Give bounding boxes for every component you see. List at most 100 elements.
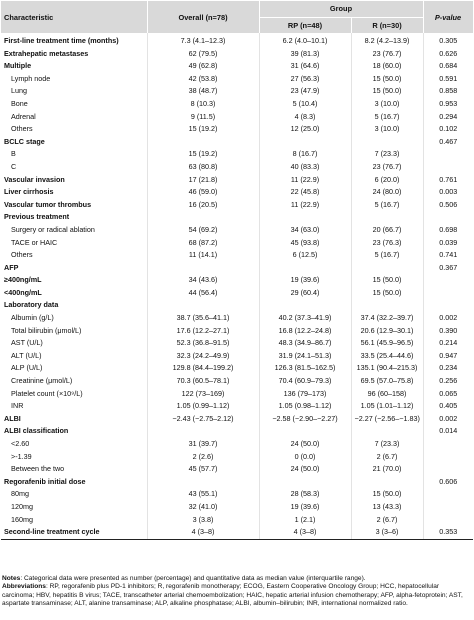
rp-cell: 5 (10.4)	[259, 97, 352, 111]
row-label: ALP (U/L)	[1, 362, 148, 376]
rp-cell: 136 (79–173)	[259, 387, 352, 401]
overall-cell: 42 (53.8)	[147, 72, 260, 86]
notes-text: : Categorical data were presented as num…	[20, 575, 366, 582]
r-cell: 1.05 (1.01–1.12)	[351, 400, 424, 413]
table-row: INR 1.05 (0.99–1.12) 1.05 (0.98–1.12) 1.05 …	[1, 400, 473, 413]
pvalue-cell: 0.626	[439, 48, 458, 58]
r-cell: 37.4 (32.2–39.7)	[351, 312, 424, 325]
r-cell: 96 (60–158)	[351, 387, 424, 401]
rp-cell: 1.05 (0.98–1.12)	[259, 400, 352, 413]
rp-cell: 22 (45.8)	[259, 186, 352, 199]
pvalue-cell	[423, 488, 473, 501]
r-cell: 15 (50.0)	[351, 274, 424, 287]
overall-cell: 34 (43.6)	[147, 274, 260, 287]
rp-cell: 40 (83.3)	[259, 160, 352, 174]
row-label: Second-line treatment cycle	[1, 526, 148, 540]
header-pvalue: P-value	[423, 1, 474, 33]
pvalue-cell: 0.294	[439, 111, 458, 121]
overall-cell: 68 (87.2)	[147, 236, 260, 250]
overall-cell	[147, 135, 260, 149]
r-cell: 5 (16.7)	[351, 198, 424, 212]
row-label: BCLC stage	[1, 135, 148, 149]
row-label: Laboratory data	[1, 299, 148, 313]
rp-cell: 11 (22.9)	[259, 173, 352, 187]
r-cell: 5 (16.7)	[351, 110, 424, 124]
pvalue-cell	[423, 438, 473, 451]
table-row: Extrahepatic metastases 62 (79.5) 39 (81.3…	[1, 47, 473, 61]
table-row: C 63 (80.8) 40 (83.3) 23 (76.7)	[1, 160, 473, 174]
table-row: Adrenal 9 (11.5) 4 (8.3) 5 (16.7) 0.294	[1, 110, 473, 124]
r-cell: 15 (50.0)	[351, 286, 424, 300]
pvalue-cell: 0.698	[439, 224, 458, 234]
r-cell: 15 (50.0)	[351, 488, 424, 501]
overall-cell: 62 (79.5)	[147, 47, 260, 61]
overall-cell: 4 (3–8)	[147, 526, 260, 540]
table-row: B 15 (19.2) 8 (16.7) 7 (23.3)	[1, 148, 473, 161]
table-row: TACE or HAIC 68 (87.2) 45 (93.8) 23 (76.3) 0…	[1, 236, 473, 250]
r-cell: 15 (50.0)	[351, 72, 424, 86]
rp-cell: 126.3 (81.5–162.5)	[259, 362, 352, 376]
pvalue-cell	[423, 287, 473, 300]
rp-cell: 29 (60.4)	[259, 286, 352, 300]
rp-cell: 1 (2.1)	[259, 513, 352, 527]
overall-cell: 43 (55.1)	[147, 488, 260, 501]
table-row: Platelet count (×10⁹/L) 122 (73–169) 136 (…	[1, 387, 473, 401]
table-row: AST (U/L) 52.3 (36.8–91.5) 48.3 (34.9–86.7…	[1, 337, 473, 350]
r-cell: 13 (43.3)	[351, 500, 424, 514]
pvalue-cell	[423, 211, 473, 224]
row-label: AST (U/L)	[1, 337, 148, 350]
table-row: ALBI −2.43 (−2.75–2.12) −2.58 (−2.90–−2.27…	[1, 412, 473, 426]
table-row: Others 15 (19.2) 12 (25.0) 3 (10.0) 0.102	[1, 123, 473, 136]
row-label: ≥400ng/mL	[1, 274, 148, 287]
rp-cell: 24 (50.0)	[259, 438, 352, 451]
row-label: Albumin (g/L)	[1, 312, 148, 325]
table-row: Vascular invasion 17 (21.8) 11 (22.9) 6 (20…	[1, 173, 473, 187]
table-row: Laboratory data	[1, 299, 473, 313]
pvalue-cell: 0.953	[439, 98, 458, 108]
overall-cell: 15 (19.2)	[147, 123, 260, 136]
table-row: Multiple 49 (62.8) 31 (64.6) 18 (60.0) 0.684	[1, 60, 473, 73]
r-cell: −2.27 (−2.56–−1.83)	[351, 412, 424, 426]
row-label: Multiple	[1, 60, 148, 73]
row-label: ALT (U/L)	[1, 349, 148, 363]
abbreviations-text: : RP, regorafenib plus PD-1 inhibitors; …	[2, 583, 463, 608]
pvalue-cell	[423, 501, 473, 514]
row-label: Liver cirrhosis	[1, 186, 148, 199]
r-cell: 20.6 (12.9–30.1)	[351, 324, 424, 338]
rp-cell: 48.3 (34.9–86.7)	[259, 337, 352, 350]
row-label: Previous treatment	[1, 211, 148, 224]
overall-cell: 129.8 (84.4–199.2)	[147, 362, 260, 376]
row-label: TACE or HAIC	[1, 236, 148, 250]
pvalue-cell	[423, 463, 473, 476]
pvalue-cell: 0.947	[439, 350, 458, 360]
pvalue-cell: 0.684	[439, 61, 458, 71]
table-row: First-line treatment time (months) 7.3 (4…	[1, 33, 473, 48]
row-label: Platelet count (×10⁹/L)	[1, 387, 148, 401]
row-label: Total bilirubin (μmol/L)	[1, 324, 148, 338]
table-row: Total bilirubin (μmol/L) 17.6 (12.2–27.1)…	[1, 324, 473, 338]
row-label: Creatinine (μmol/L)	[1, 375, 148, 388]
rp-cell: 6.2 (4.0–10.1)	[259, 33, 352, 48]
overall-cell	[147, 211, 260, 224]
rp-cell: 4 (3–8)	[259, 526, 352, 540]
rp-cell: 70.4 (60.9–79.3)	[259, 375, 352, 388]
table-row: Lung 38 (48.7) 23 (47.9) 15 (50.0) 0.858	[1, 85, 473, 98]
overall-cell: 7.3 (4.1–12.3)	[147, 33, 260, 48]
pvalue-cell: 0.405	[439, 401, 458, 411]
table-row: ≥400ng/mL 34 (43.6) 19 (39.6) 15 (50.0)	[1, 274, 473, 287]
r-cell: 8.2 (4.2–13.9)	[351, 33, 424, 48]
header-group: Group	[259, 1, 424, 18]
overall-cell	[147, 261, 260, 275]
r-cell	[351, 425, 424, 438]
r-cell: 21 (70.0)	[351, 463, 424, 476]
row-label: Vascular invasion	[1, 173, 148, 187]
row-label: Surgery or radical ablation	[1, 223, 148, 237]
r-cell: 69.5 (57.0–75.8)	[351, 375, 424, 388]
table-row: <400ng/mL 44 (56.4) 29 (60.4) 15 (50.0)	[1, 286, 473, 300]
pvalue-cell: 0.858	[439, 86, 458, 96]
overall-cell: 3 (3.8)	[147, 513, 260, 527]
rp-cell: 6 (12.5)	[259, 249, 352, 262]
row-label: B	[1, 148, 148, 161]
overall-cell	[147, 425, 260, 438]
